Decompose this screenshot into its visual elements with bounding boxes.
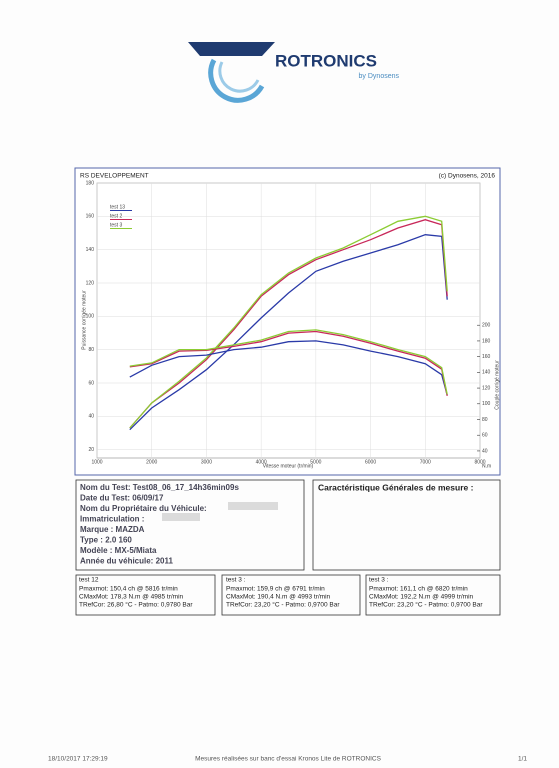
vehicle-line: Nom du Propriétaire du Véhicule:: [80, 504, 207, 513]
y2-tick-label: 80: [482, 417, 488, 423]
plot: 20 40 60 80 100 120 140 160 180 1000 2000 3000 4000 5…: [86, 180, 491, 465]
y-tick-label: 80: [88, 347, 94, 353]
logo: [188, 42, 275, 103]
test-line: Pmaxmot: 161,1 ch @ 6820 tr/min: [369, 586, 468, 593]
x-tick-label: 1000: [91, 459, 102, 465]
y-tick-label: 60: [88, 380, 94, 386]
series-line: [129, 234, 448, 431]
test-line: CMaxMot: 178,3 N.m @ 4985 tr/min: [79, 594, 184, 601]
test-line: Pmaxmot: 159,9 ch @ 6791 tr/min: [226, 586, 325, 593]
test-box: [75, 574, 216, 616]
test-box: [365, 574, 501, 616]
x-tick-label: 5000: [310, 459, 321, 465]
series-line: [129, 330, 448, 397]
test-line: CMaxMot: 190,4 N.m @ 4993 tr/min: [226, 594, 331, 601]
series-line: [129, 340, 448, 396]
vehicle-line: Type : 2.0 160: [80, 536, 132, 545]
x-tick-label: 3000: [201, 459, 212, 465]
x-tick-label: 2000: [146, 459, 157, 465]
y2-tick-label: 100: [482, 401, 491, 407]
y2-tick-label: 40: [482, 448, 488, 454]
y2-tick-label: 140: [482, 370, 491, 376]
footer-date: 18/10/2017 17:29:19: [48, 756, 108, 763]
y-tick-label: 180: [86, 180, 95, 186]
vehicle-line: Immatriculation :: [80, 515, 144, 524]
y-axis-label: Puissance corrigée moteur: [81, 290, 87, 350]
footer-text: Mesures réalisées sur banc d'essai Krono…: [195, 756, 382, 763]
y2-unit: N.m: [482, 463, 491, 469]
y-tick-label: 120: [86, 280, 95, 286]
logo-subtitle: by Dynosens: [359, 73, 400, 80]
y-tick-label: 40: [88, 414, 94, 420]
logo-title: ROTRONICS: [275, 51, 377, 70]
y2-tick-label: 120: [482, 385, 491, 391]
redaction: [228, 502, 278, 510]
y-tick-label: 160: [86, 214, 95, 220]
y-tick-label: 140: [86, 247, 95, 253]
vehicle-line: Marque : MAZDA: [80, 525, 145, 534]
test-title: test 3 :: [369, 577, 389, 584]
test-title: test 12: [79, 577, 99, 584]
series-line: [129, 329, 448, 395]
vehicle-line: Date du Test: 06/09/17: [80, 494, 164, 503]
legend-label: test 3: [110, 222, 122, 228]
redaction: [162, 513, 200, 521]
test-box: [221, 574, 361, 616]
series-line: [129, 219, 448, 429]
chart-annotation: (c) Dynosens, 2016: [439, 173, 496, 180]
test-title: test 3 :: [226, 577, 246, 584]
footer-page: 1/1: [518, 756, 527, 763]
vehicle-box: [75, 479, 305, 571]
x-tick-label: 4000: [256, 459, 267, 465]
chart-annotation: RS DEVELOPPEMENT: [80, 173, 149, 180]
test-line: CMaxMot: 192,2 N.m @ 4999 tr/min: [369, 594, 474, 601]
y2-tick-label: 160: [482, 354, 491, 360]
x-axis-label: Vitesse moteur (tr/min): [263, 463, 314, 469]
x-tick-label: 8000: [474, 459, 485, 465]
measure-title: Caractéristique Générales de mesure :: [318, 482, 474, 492]
test-line: TRefCor: 23,20 °C - Patmo: 0,9700 Bar: [369, 601, 483, 609]
y-tick-label: 100: [86, 314, 95, 320]
vehicle-info: Nom du Test: Test08_06_17_14h36min09s Dat…: [80, 483, 239, 566]
x-tick-label: 6000: [365, 459, 376, 465]
y2-tick-label: 60: [482, 433, 488, 439]
measure-box: [312, 479, 501, 571]
y2-tick-label: 200: [482, 323, 491, 329]
y-tick-label: 20: [88, 447, 94, 453]
vehicle-line: Année du véhicule: 2011: [80, 557, 173, 566]
legend-label: test 13: [110, 204, 125, 210]
vehicle-line: Modèle : MX-5/Miata: [80, 546, 157, 555]
test-line: Pmaxmot: 150,4 ch @ 5816 tr/min: [79, 586, 178, 593]
y2-axis-label: Couple corrigé moteur: [494, 360, 500, 410]
legend-label: test 2: [110, 213, 122, 219]
y2-tick-label: 180: [482, 338, 491, 344]
test-line: TRefCor: 26,80 °C - Patmo: 0,9780 Bar: [79, 601, 193, 609]
series-line: [129, 215, 448, 429]
vehicle-line: Nom du Test: Test08_06_17_14h36min09s: [80, 483, 239, 492]
test-line: TRefCor: 23,20 °C - Patmo: 0,9700 Bar: [226, 601, 340, 609]
plot-area: [96, 182, 481, 459]
x-tick-label: 7000: [420, 459, 431, 465]
